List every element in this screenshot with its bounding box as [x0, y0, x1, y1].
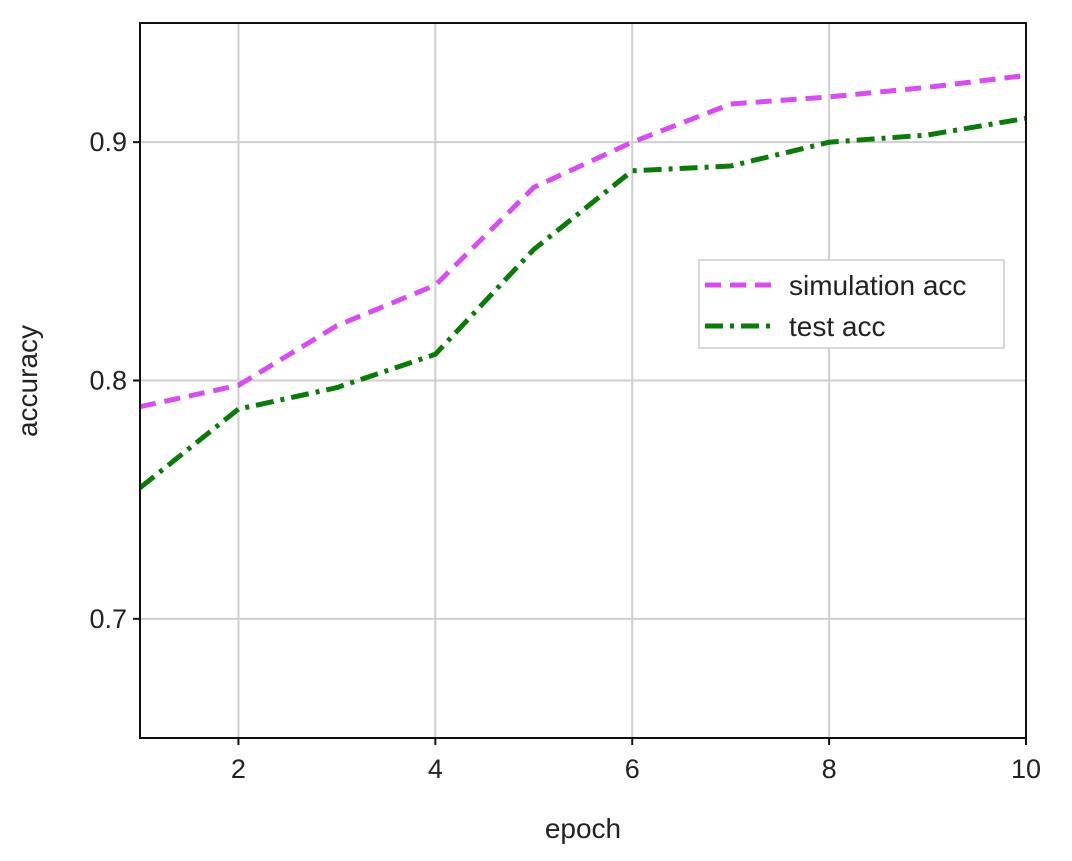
y-tick-label-0.7: 0.7: [89, 604, 127, 634]
legend-label-test-acc: test acc: [789, 311, 885, 342]
x-tick-label-2: 2: [231, 754, 246, 784]
tick-marks: [133, 141, 1027, 745]
legend-label-simulation-acc: simulation acc: [789, 270, 966, 301]
grid: [140, 23, 1027, 738]
y-tick-label-0.8: 0.8: [89, 366, 127, 396]
x-axis-label: epoch: [545, 813, 621, 844]
legend: simulation acc test acc: [698, 259, 1005, 349]
y-axis-label: accuracy: [12, 325, 43, 437]
series-lines: [138, 72, 1027, 490]
x-tick-label-8: 8: [822, 754, 837, 784]
x-tick-label-4: 4: [428, 754, 443, 784]
series-line-simulation-acc: [139, 72, 1027, 410]
tick-labels: 2 4 6 8 10 0.7 0.8 0.9: [89, 127, 1041, 784]
x-tick-label-6: 6: [625, 754, 640, 784]
y-tick-label-0.9: 0.9: [89, 127, 127, 157]
legend-box: [698, 259, 1005, 349]
x-tick-label-10: 10: [1011, 754, 1041, 784]
